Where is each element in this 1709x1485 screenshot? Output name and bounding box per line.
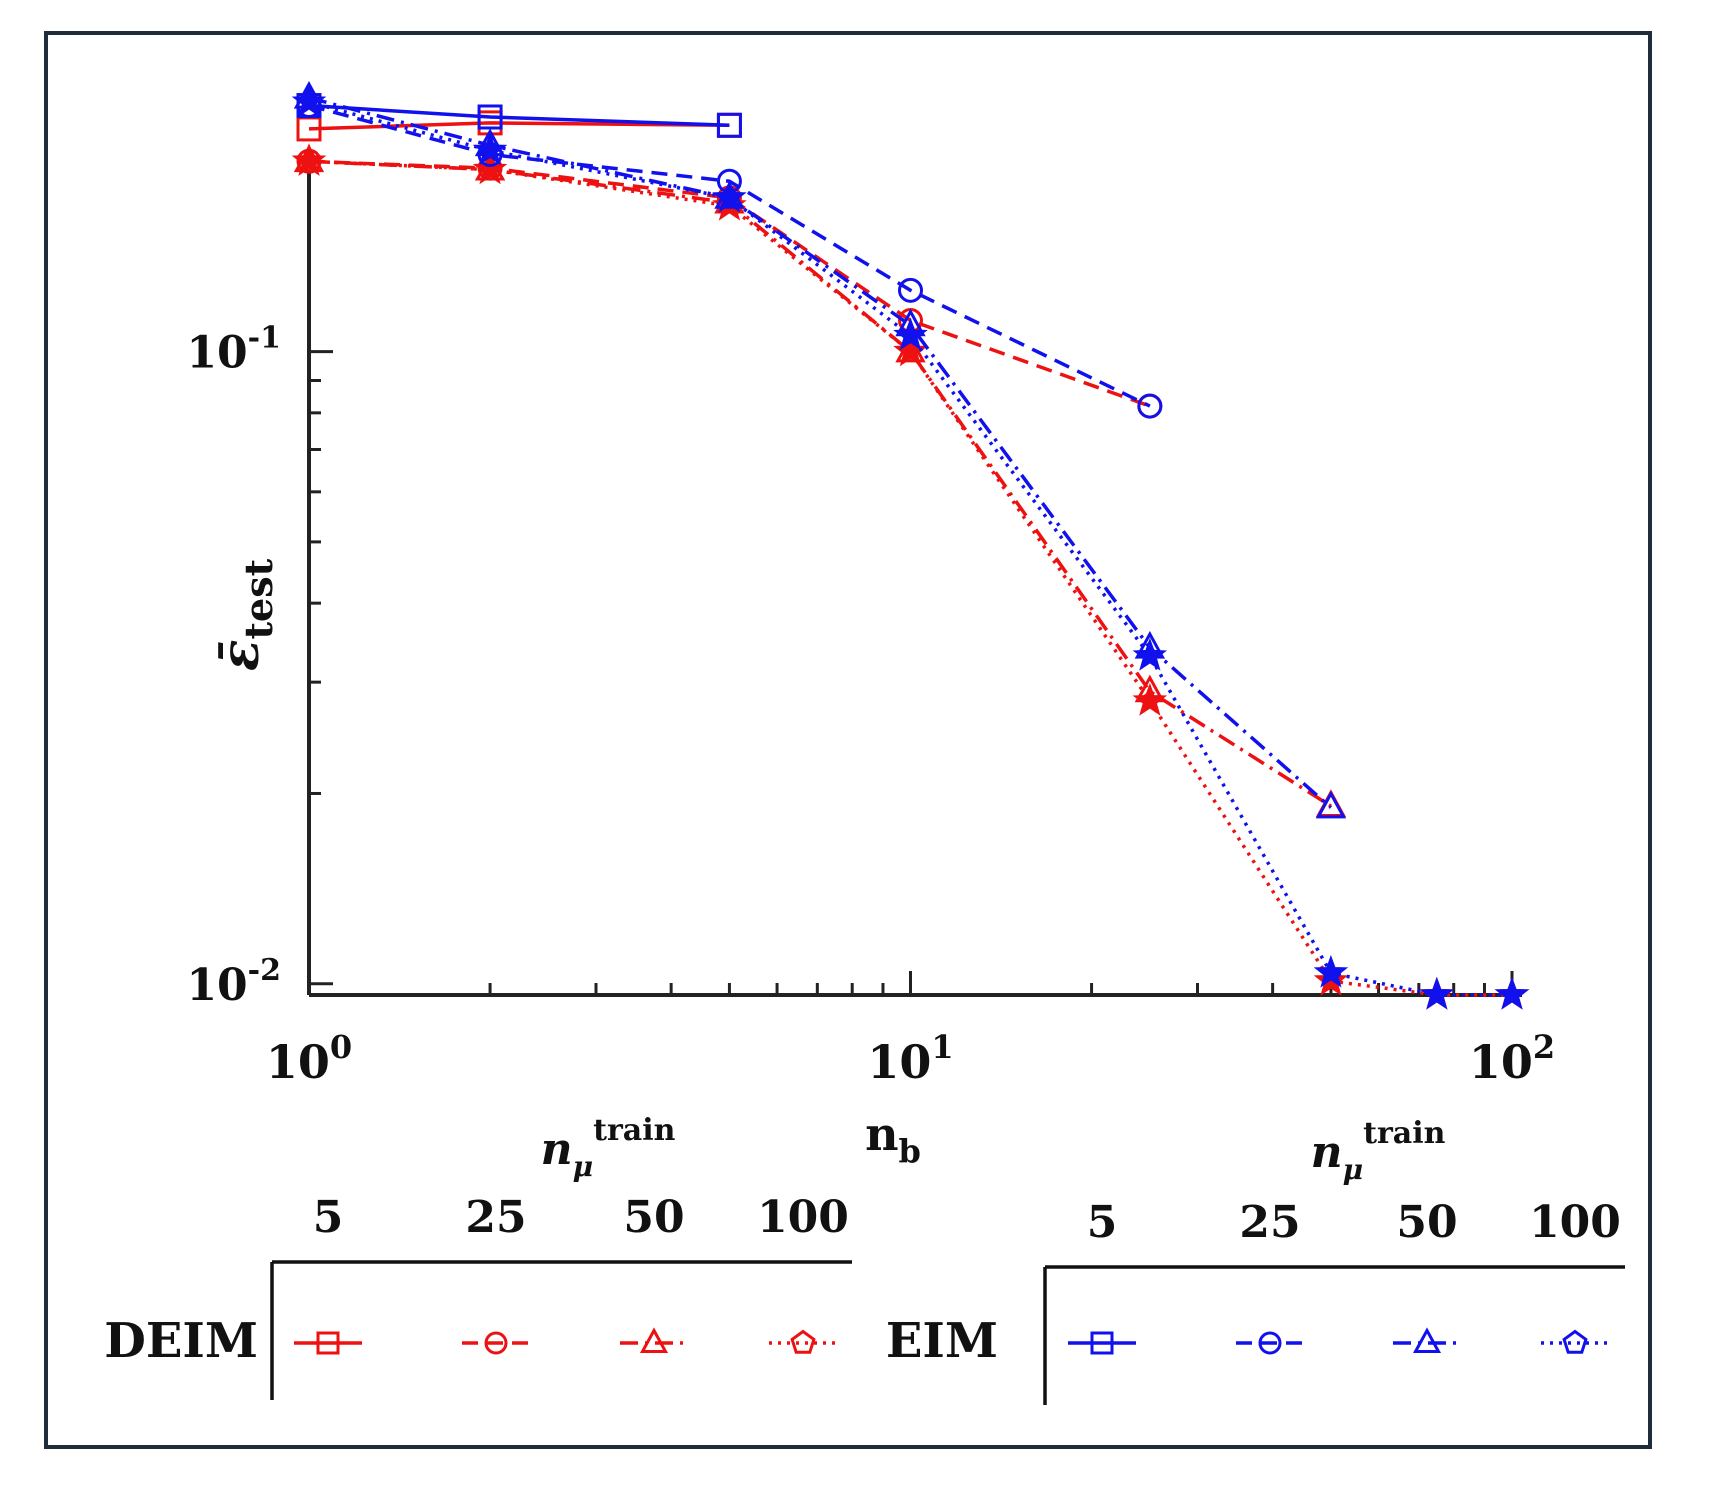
series-eim-25: [296, 93, 1163, 419]
data-point: [893, 317, 928, 351]
legend-marker: [316, 1331, 340, 1355]
legend-column-label: 50: [1396, 1197, 1457, 1248]
axis-labels: nb ε̄test: [210, 558, 921, 1170]
legend-entry-eim-25: [1236, 1331, 1304, 1355]
legend-marker: [484, 1331, 508, 1355]
data-point: [893, 333, 928, 367]
legend-header: nμtrain: [541, 1113, 676, 1183]
y-tick-label: 10-1: [186, 321, 281, 379]
series-deim-100: [291, 143, 1530, 1010]
legend-column-label: 5: [1087, 1197, 1118, 1248]
legend-column-label: 25: [1239, 1197, 1300, 1248]
legend-entry-deim-100: [769, 1329, 837, 1354]
legend-entry-eim-100: [1541, 1329, 1609, 1354]
legend-group-label: DEIM: [104, 1313, 258, 1369]
data-point: [472, 132, 508, 166]
legend-header: nμtrain: [1311, 1116, 1446, 1186]
legend-entry-deim-50: [620, 1327, 688, 1353]
legend-column-label: 100: [1529, 1197, 1621, 1248]
x-tick-label: 100: [266, 1028, 352, 1089]
legend-marker: [1412, 1327, 1442, 1353]
data-point: [1313, 954, 1349, 988]
plot-series: [291, 80, 1530, 1010]
series-deim-50: [293, 144, 1347, 817]
legend-marker: [1090, 1331, 1114, 1355]
data-point: [1137, 393, 1163, 419]
series-eim-100: [291, 84, 1530, 1010]
legend-column-label: 50: [623, 1192, 684, 1243]
y-tick-label: 10-2: [186, 953, 281, 1011]
data-point: [1132, 637, 1168, 671]
legend: nμtrain 5 25 50 100 DEIM nμtrain 5 25 50 100 EIM: [104, 1113, 1625, 1405]
legend-marker: [639, 1327, 669, 1353]
legend-marker: [1562, 1329, 1588, 1354]
data-point: [477, 104, 503, 130]
data-point: [712, 179, 747, 213]
legend-entry-deim-25: [462, 1331, 530, 1355]
series-line: [308, 100, 1512, 997]
series-line: [308, 121, 730, 131]
series-line: [308, 103, 730, 128]
data-point: [898, 277, 923, 303]
data-point: [291, 84, 327, 117]
x-axis-label: nb: [865, 1107, 921, 1170]
series-line: [308, 159, 1332, 808]
legend-entry-eim-5: [1068, 1331, 1136, 1355]
axes: 100 101 102 10-1 10-2: [186, 159, 1555, 1089]
series-line: [308, 159, 1151, 408]
data-point: [1494, 976, 1530, 1010]
series-deim-5: [296, 110, 742, 142]
legend-eim: nμtrain 5 25 50 100 EIM: [886, 1116, 1625, 1405]
data-point: [291, 143, 327, 176]
legend-marker: [1258, 1331, 1282, 1355]
data-point: [1132, 682, 1168, 716]
legend-column-label: 25: [465, 1192, 526, 1243]
series-line: [308, 159, 1512, 997]
data-point: [472, 151, 508, 185]
legend-column-label: 100: [757, 1192, 849, 1243]
x-tick-label: 102: [1469, 1028, 1555, 1089]
legend-group-label: EIM: [886, 1313, 998, 1369]
series-line: [308, 96, 1333, 809]
legend-entry-deim-5: [294, 1331, 362, 1355]
legend-marker: [790, 1329, 816, 1354]
legend-column-label: 5: [313, 1192, 344, 1243]
x-tick-label: 101: [867, 1028, 953, 1089]
y-axis-label: ε̄test: [210, 558, 281, 671]
legend-deim: nμtrain 5 25 50 100 DEIM: [104, 1113, 852, 1400]
data-point: [1419, 976, 1455, 1010]
data-point: [1315, 790, 1347, 819]
series-eim-50: [293, 80, 1347, 819]
figure-frame: [44, 31, 1652, 1449]
data-point: [716, 112, 742, 138]
legend-entry-eim-50: [1393, 1327, 1461, 1353]
